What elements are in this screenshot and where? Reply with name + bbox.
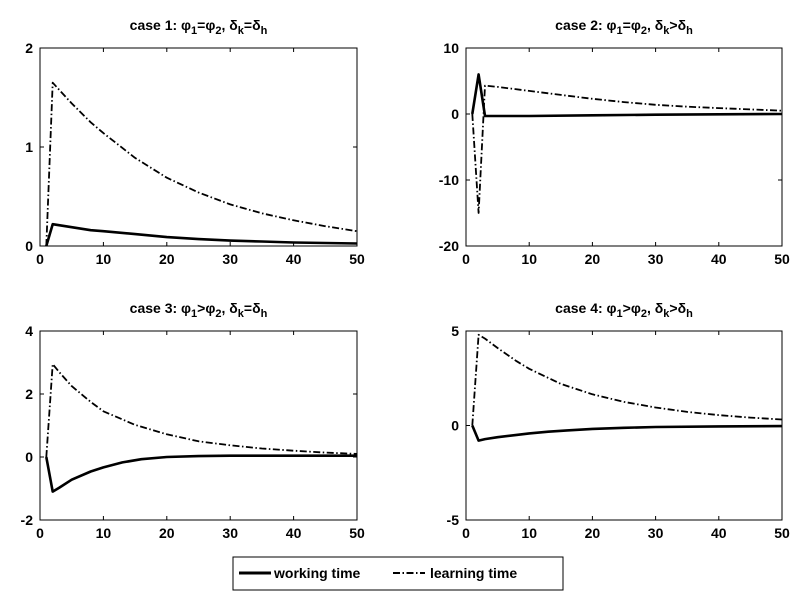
working-time-line: [45, 454, 357, 493]
subplot-title: case 4: φ1>φ2, δk>δh: [555, 300, 693, 320]
x-tick-label: 0: [462, 525, 470, 541]
y-tick-label: 0: [25, 238, 33, 254]
y-tick-label: 2: [25, 386, 33, 402]
y-tick-label: -2: [21, 512, 34, 528]
x-tick-label: 10: [96, 251, 112, 267]
y-tick-label: 0: [25, 449, 33, 465]
x-tick-label: 30: [648, 525, 664, 541]
x-tick-label: 10: [521, 251, 537, 267]
x-tick-label: 30: [222, 525, 238, 541]
working-time-line: [471, 424, 783, 442]
y-tick-label: -20: [439, 238, 459, 254]
legend: working time learning time: [232, 556, 564, 591]
subplot-title: case 3: φ1>φ2, δk=δh: [130, 300, 268, 320]
learning-time-line: [471, 333, 783, 426]
y-tick-label: 4: [25, 323, 33, 339]
learning-time-line: [45, 363, 358, 458]
x-tick-label: 50: [349, 525, 365, 541]
x-tick-label: 0: [36, 251, 44, 267]
x-tick-label: 30: [222, 251, 238, 267]
x-tick-label: 10: [96, 525, 112, 541]
x-tick-label: 0: [36, 525, 44, 541]
x-tick-label: 40: [286, 525, 302, 541]
x-tick-label: 40: [711, 525, 727, 541]
x-tick-label: 50: [774, 251, 790, 267]
learning-time-line: [471, 84, 783, 214]
y-tick-label: 10: [443, 40, 459, 56]
x-tick-label: 20: [585, 251, 601, 267]
plot-area: [39, 330, 358, 521]
x-tick-label: 50: [774, 525, 790, 541]
x-tick-label: 0: [462, 251, 470, 267]
legend-learning-label: learning time: [430, 565, 517, 581]
y-tick-label: 0: [451, 418, 459, 434]
plot-area: [39, 47, 358, 247]
x-tick-label: 20: [159, 251, 175, 267]
x-tick-label: 20: [585, 525, 601, 541]
subplot-2: case 2: φ1=φ2, δk>δh 0 10 20 30 40 50 -20 -10 0 10: [439, 17, 790, 267]
working-time-line: [471, 73, 783, 118]
learning-time-line: [45, 81, 358, 247]
plot-area: [465, 47, 783, 247]
y-tick-label: -5: [447, 512, 460, 528]
subplot-title: case 2: φ1=φ2, δk>δh: [555, 17, 693, 37]
x-tick-label: 30: [648, 251, 664, 267]
x-tick-label: 20: [159, 525, 175, 541]
y-tick-label: 5: [451, 323, 459, 339]
legend-working-label: working time: [273, 565, 361, 581]
y-tick-label: 0: [451, 106, 459, 122]
subplot-title: case 1: φ1=φ2, δk=δh: [130, 17, 268, 37]
y-tick-label: 1: [25, 139, 33, 155]
x-tick-label: 40: [711, 251, 727, 267]
working-time-line: [45, 222, 358, 247]
x-tick-label: 10: [521, 525, 537, 541]
x-tick-label: 40: [286, 251, 302, 267]
subplot-4: case 4: φ1>φ2, δk>δh0 10 20 30 40 50-505: [447, 300, 790, 541]
x-tick-label: 50: [349, 251, 365, 267]
y-tick-label: 2: [25, 40, 33, 56]
y-tick-label: -10: [439, 172, 459, 188]
subplot-1: case 1: φ1=φ2, δk=δh 0 10 20 30 40 50 0 1 2: [25, 17, 365, 267]
